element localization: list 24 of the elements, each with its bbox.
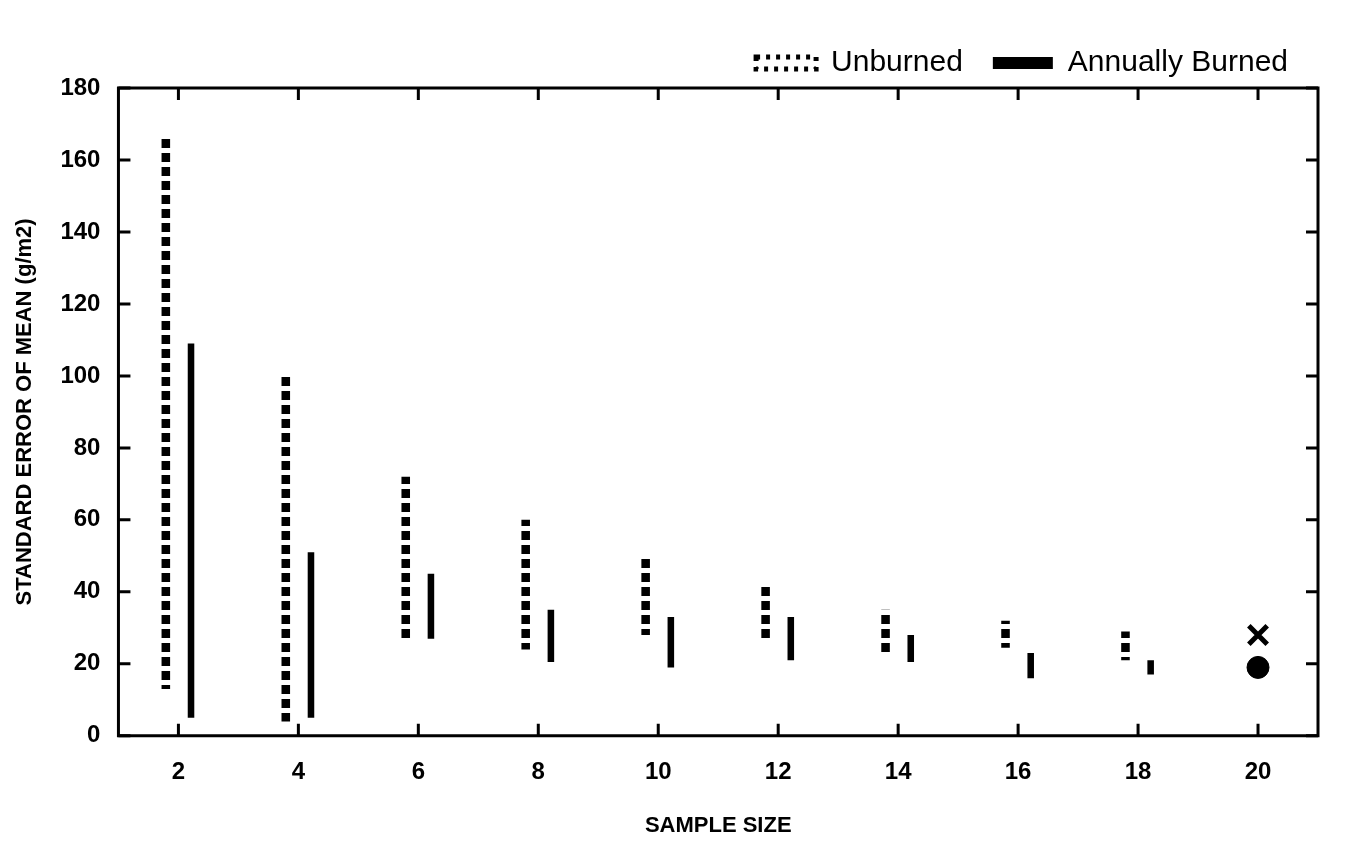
- x-tick-label: 8: [531, 756, 545, 784]
- y-tick-label: 140: [60, 216, 101, 244]
- legend-label: Annually Burned: [1067, 44, 1288, 78]
- y-tick-label: 180: [60, 72, 101, 100]
- x-tick-label: 10: [644, 756, 672, 784]
- y-tick-label: 120: [60, 288, 101, 316]
- x-tick-label: 6: [411, 756, 426, 784]
- x-tick-label: 20: [1244, 756, 1272, 784]
- y-tick-label: 160: [60, 144, 101, 172]
- legend-label: Unburned: [831, 44, 963, 78]
- y-tick-label: 80: [73, 432, 101, 460]
- x-tick-label: 2: [171, 756, 186, 784]
- x-tick-label: 16: [1004, 756, 1032, 784]
- x-tick-label: 18: [1124, 756, 1152, 784]
- y-tick-label: 100: [60, 360, 101, 388]
- y-tick-label: 60: [73, 504, 101, 532]
- x-axis-title: SAMPLE SIZE: [644, 811, 792, 837]
- y-tick-label: 0: [87, 720, 101, 748]
- x-tick-label: 14: [884, 756, 913, 784]
- x-tick-label: 4: [291, 756, 306, 784]
- y-tick-label: 20: [73, 648, 101, 676]
- y-axis-title: STANDARD ERROR OF MEAN (g/m2): [11, 218, 37, 606]
- y-tick-label: 40: [73, 576, 101, 604]
- x-tick-label: 12: [764, 756, 792, 784]
